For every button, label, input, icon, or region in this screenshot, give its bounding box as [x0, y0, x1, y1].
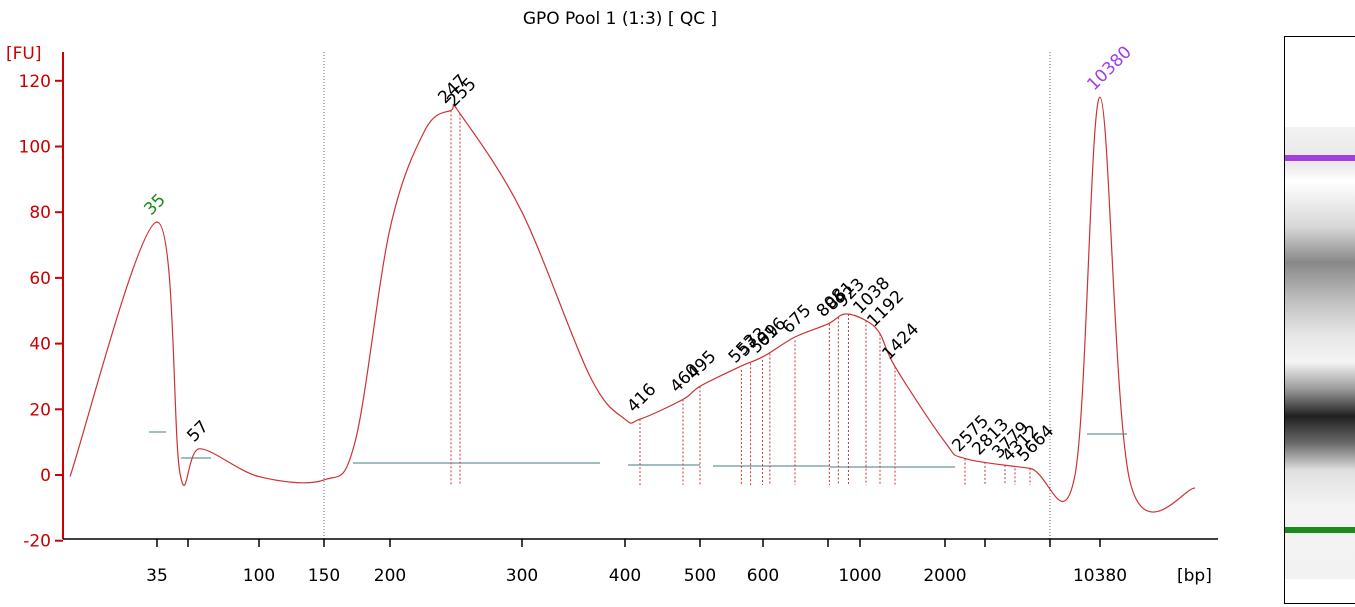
x-tick-label: 500 — [684, 566, 716, 586]
peak-label: 416 — [623, 380, 660, 417]
x-tick-label: 600 — [747, 566, 779, 586]
y-tick-label: 120 — [19, 72, 51, 92]
electropherogram-trace — [69, 96, 1196, 513]
gel-image — [1284, 36, 1355, 604]
plot-area — [69, 96, 1196, 513]
x-tick-label: 400 — [609, 566, 641, 586]
y-tick-label: 40 — [29, 335, 51, 355]
peak-label: 10380 — [1083, 42, 1135, 94]
x-tick-label: 1000 — [838, 566, 881, 586]
x-tick-label: 100 — [243, 566, 275, 586]
chart-title: GPO Pool 1 (1:3) [ QC ] — [523, 9, 717, 29]
peak-label: 57 — [183, 417, 212, 446]
y-axis-label: [FU] — [6, 44, 42, 64]
upper-marker-band — [1285, 155, 1355, 161]
electropherogram-chart: GPO Pool 1 (1:3) [ QC ] [FU] [bp] -20 0 20… — [6, 9, 1218, 586]
y-tick-label: 60 — [29, 269, 51, 289]
x-tick-label: 10380 — [1073, 566, 1127, 586]
y-tick-label: 20 — [29, 400, 51, 420]
peak-label: 1424 — [878, 319, 923, 364]
y-tick-label: 0 — [40, 466, 51, 486]
axes: -20 0 20 40 60 80 100 120 35 100 150 200 300 400 500 60… — [19, 52, 1218, 586]
grid-lines — [323, 52, 1051, 539]
x-tick-label: 150 — [308, 566, 340, 586]
x-tick-label: 200 — [374, 566, 406, 586]
x-tick-label: 2000 — [923, 566, 966, 586]
y-tick-label: 80 — [29, 203, 51, 223]
lower-marker-band — [1285, 527, 1355, 533]
gel-lane — [1285, 127, 1355, 579]
y-tick-label: -20 — [23, 532, 51, 552]
peak-label: 35 — [140, 190, 169, 219]
x-tick-label: 35 — [146, 566, 168, 586]
x-tick-label: 300 — [506, 566, 538, 586]
x-axis-label: [bp] — [1177, 566, 1212, 586]
y-tick-label: 100 — [19, 138, 51, 158]
